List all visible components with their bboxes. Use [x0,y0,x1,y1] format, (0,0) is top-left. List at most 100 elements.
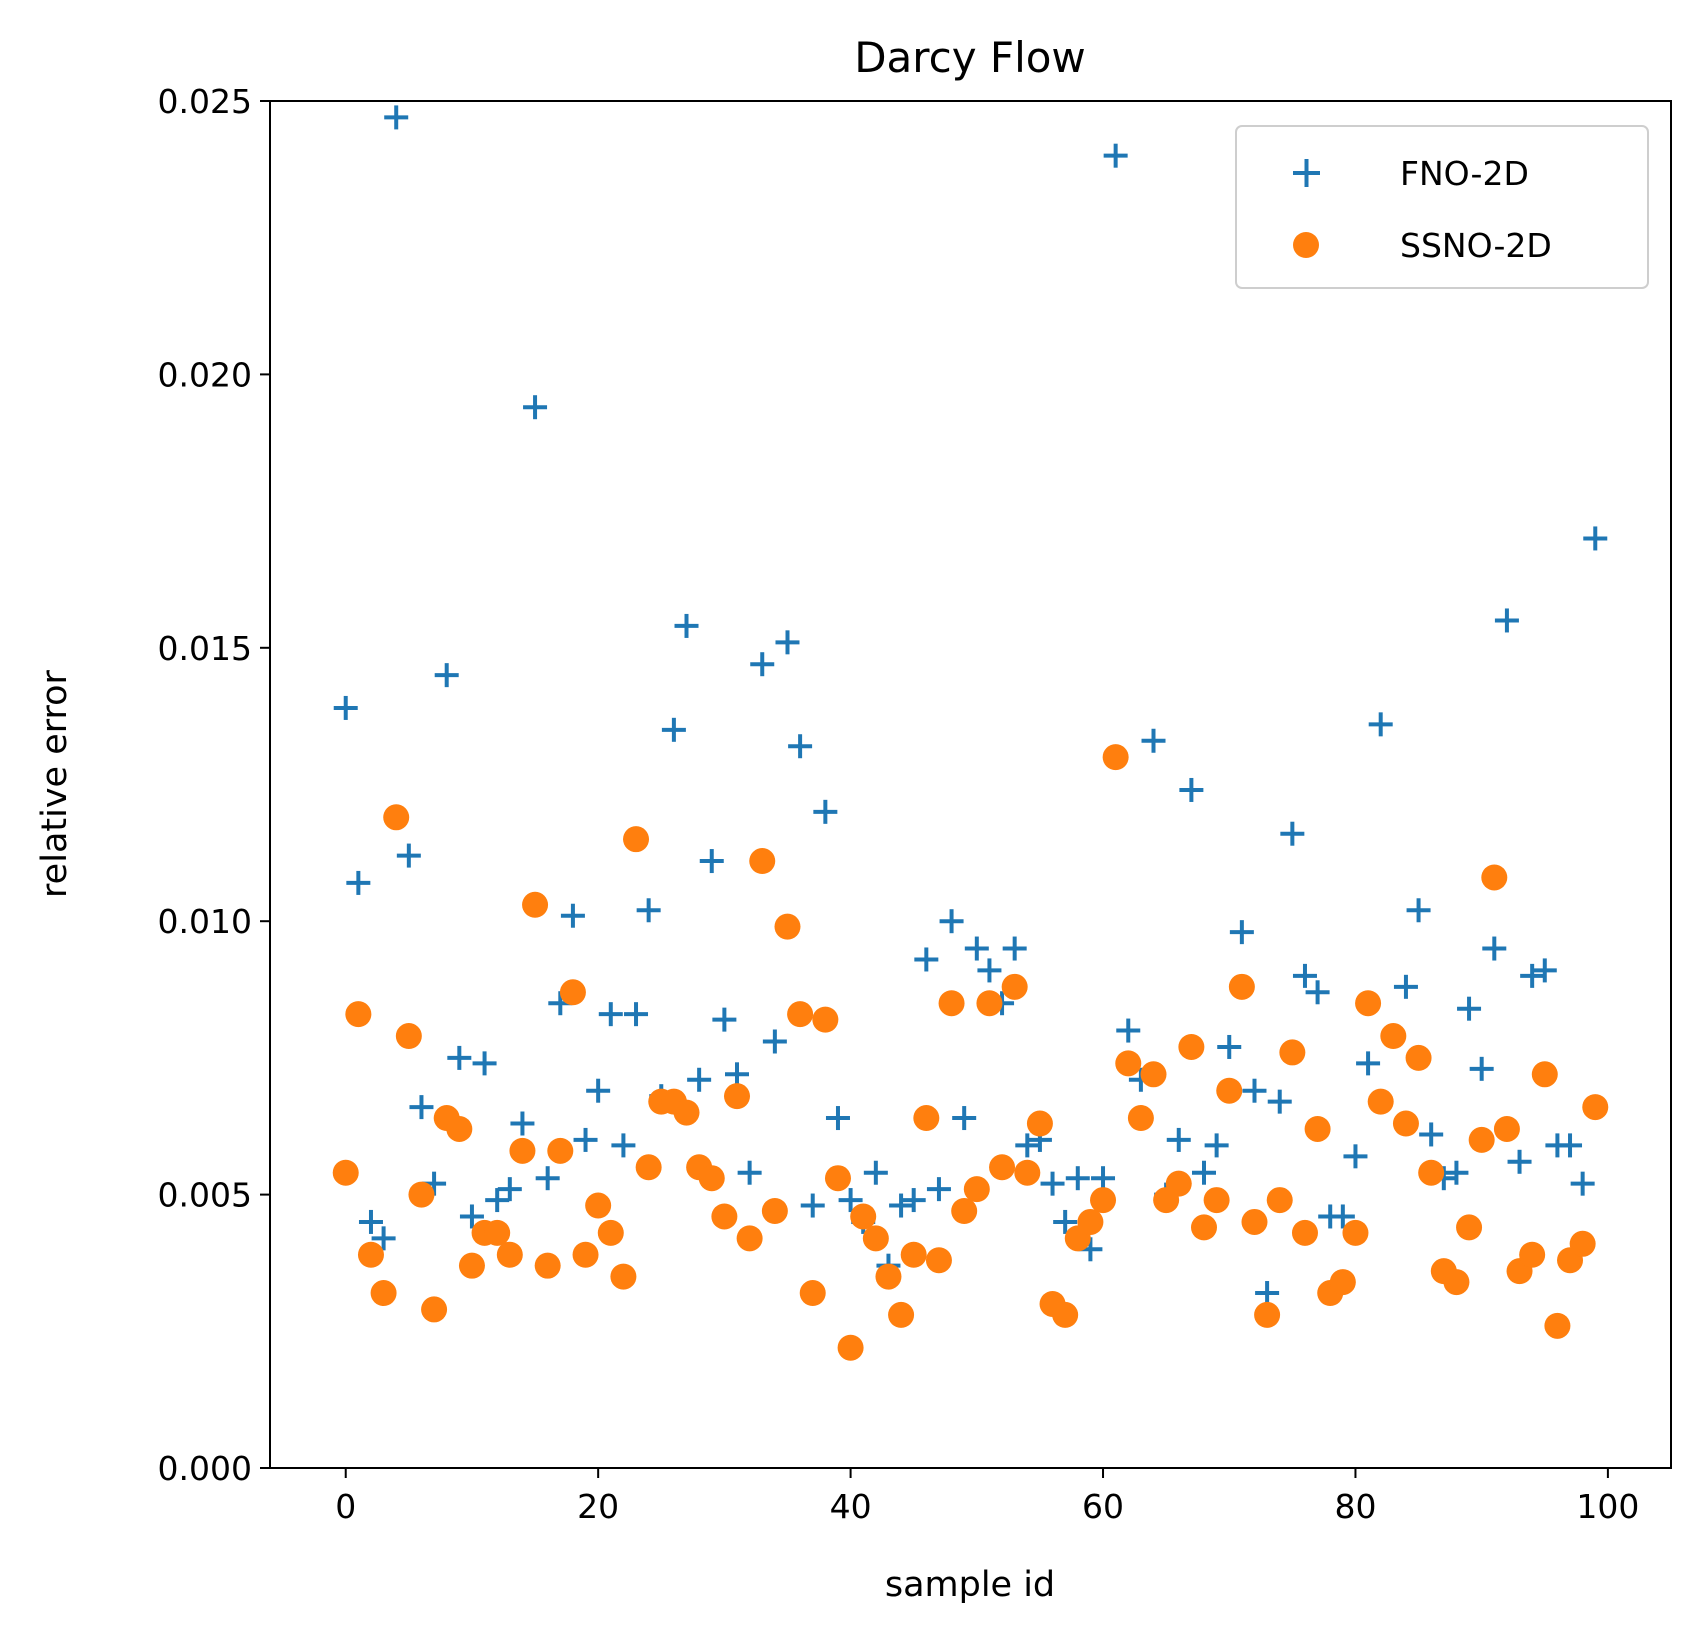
ssno-point [963,1176,990,1203]
fno-point [384,105,409,130]
ssno-point [711,1203,738,1230]
fno-point [1393,974,1418,999]
fno-point [1141,728,1166,753]
ssno-point [357,1241,384,1268]
fno-point [1368,712,1393,737]
ssno-point [900,1241,927,1268]
y-tick-label: 0.005 [158,1176,252,1215]
ssno-point [787,1001,814,1028]
ssno-point [1115,1050,1142,1077]
fno-point [889,1193,914,1218]
ssno-point [1014,1159,1041,1186]
ssno-point [421,1296,448,1323]
ssno-point [1456,1214,1483,1241]
fno-point [1570,1171,1595,1196]
ssno-point [1266,1187,1293,1214]
fno-point [687,1067,712,1092]
ssno-point [1304,1115,1331,1142]
ssno-point [1216,1077,1243,1104]
fno-point [952,1106,977,1131]
ssno-point [395,1023,422,1050]
ssno-point [1026,1110,1053,1137]
ssno-point [1241,1208,1268,1235]
ssno-point [1178,1033,1205,1060]
fno-point [1419,1122,1444,1147]
fno-point [1583,526,1608,551]
fno-point [472,1051,497,1076]
ssno-point [1102,744,1129,771]
x-tick-label: 60 [1082,1487,1124,1526]
ssno-point [976,990,1003,1017]
ssno-point [585,1192,612,1219]
fno-point [346,870,371,895]
fno-point [1482,936,1507,961]
fno-point [396,843,421,868]
ssno-point [837,1334,864,1361]
ssno-point [1493,1115,1520,1142]
fno-point [459,1204,484,1229]
ssno-point [1531,1061,1558,1088]
fno-point [1292,963,1317,988]
fno-point [624,1002,649,1027]
fno-point [1204,1133,1229,1158]
ssno-point [1380,1023,1407,1050]
legend-label-ssno: SSNO-2D [1400,226,1552,265]
ssno-point [1468,1126,1495,1153]
fno-point [1065,1166,1090,1191]
fno-point [409,1095,434,1120]
ssno-point [774,913,801,940]
ssno-point [1140,1061,1167,1088]
ssno-point [913,1105,940,1132]
x-axis-ticks: 0 20 40 60 80 100 [335,1468,1639,1526]
fno-point [1520,963,1545,988]
fno-point [1179,777,1204,802]
fno-point [800,1193,825,1218]
fno-point [1229,920,1254,945]
ssno-point [1228,973,1255,1000]
ssno-point [1077,1208,1104,1235]
y-tick-label: 0.010 [158,902,252,941]
fno-point [358,1209,383,1234]
ssno-point [862,1225,889,1252]
ssno-point [698,1165,725,1192]
legend-ssno-marker [1293,232,1319,258]
ssno-point [724,1083,750,1110]
y-tick-label: 0.015 [158,629,252,668]
fno-point [636,898,661,923]
fno-point [838,1188,863,1213]
ssno-point [736,1225,763,1252]
fno-point [1280,821,1305,846]
fno-point [1356,1051,1381,1076]
fno-point [497,1177,522,1202]
ssno-point [1279,1039,1306,1066]
fno-point [1532,958,1557,983]
ssno-point [1582,1094,1609,1121]
fno-point [813,799,838,824]
fno-point [510,1111,535,1136]
ssno-point [1165,1170,1192,1197]
legend-label-fno: FNO-2D [1400,154,1529,193]
fno-point [611,1133,636,1158]
fno-point [1166,1127,1191,1152]
fno-point [712,1007,737,1032]
ssno-point [370,1280,397,1307]
ssno-point [1443,1269,1470,1296]
fno-point [863,1160,888,1185]
ssno-point [951,1198,978,1225]
ssno-point [1355,990,1382,1017]
ssno-point [1291,1219,1318,1246]
ssno-point [635,1154,662,1181]
plot-frame [269,100,1672,1469]
ssno-point [673,1099,700,1126]
fno-point [1242,1078,1267,1103]
fno-point [977,958,1002,983]
fno-point [788,734,813,759]
legend-fno-marker [1293,159,1320,187]
ssno-point [1254,1301,1281,1328]
ssno-point [1001,973,1028,1000]
ssno-point [509,1137,536,1164]
ssno-point [597,1219,624,1246]
fno-point [699,849,724,874]
fno-point [447,1045,472,1070]
